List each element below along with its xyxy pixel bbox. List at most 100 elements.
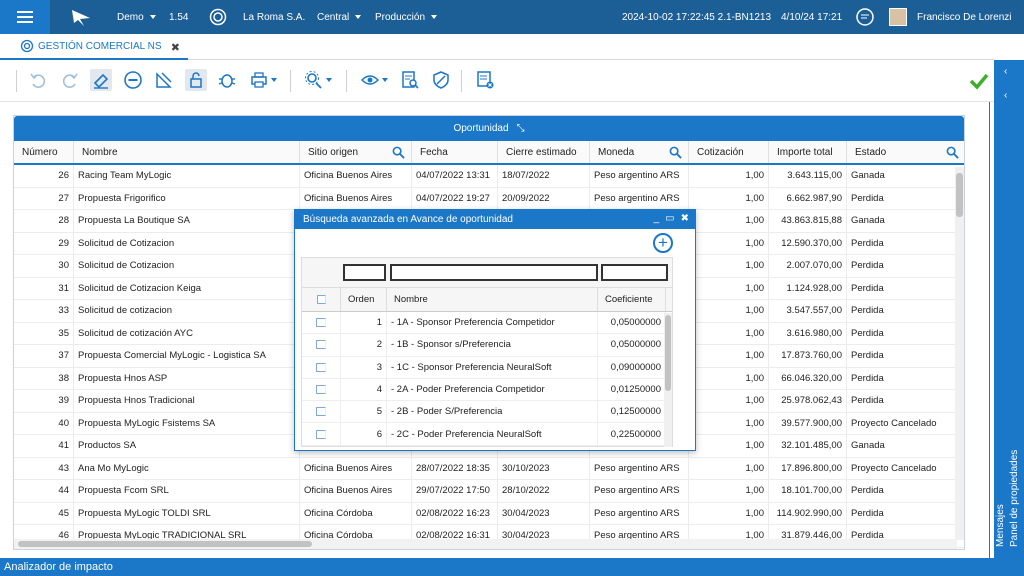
maximize-icon[interactable]: ▭ [665, 213, 675, 224]
row-checkbox[interactable] [316, 340, 326, 350]
table-row[interactable]: 44 Propuesta Fcom SRL Oficina Buenos Aires… [14, 480, 964, 503]
column-header[interactable]: Nombre [74, 141, 300, 163]
row-checkbox[interactable] [316, 407, 326, 417]
table-cell: Ganada [847, 210, 964, 232]
table-row[interactable]: 43 Ana Mo MyLogic Oficina Buenos Aires 28/0… [14, 457, 964, 480]
column-header-coeficiente[interactable]: Coeficiente [598, 288, 666, 311]
column-header-nombre[interactable]: Nombre [387, 288, 598, 311]
list-item[interactable]: 1- 1A - Sponsor Preferencia Competidor 0,… [302, 312, 672, 335]
table-cell: Propuesta MyLogic Fsistems SA [74, 412, 300, 434]
table-cell: 28/10/2022 [498, 480, 590, 502]
properties-panel-tab[interactable]: Panel de propiedades [1009, 449, 1020, 547]
toolbar-divider [461, 70, 462, 92]
column-header-orden[interactable]: Orden [341, 288, 387, 311]
messages-panel-tab[interactable]: Mensajes [995, 504, 1006, 547]
avatar[interactable] [889, 0, 907, 34]
row-checkbox[interactable] [316, 385, 326, 395]
column-header[interactable]: Moneda [590, 141, 689, 163]
table-cell: Perdida [847, 300, 964, 322]
collapse-icon[interactable]: ⤡ [516, 123, 525, 134]
user-photo [889, 8, 907, 26]
table-cell: 1,00 [689, 345, 769, 367]
grid-header: Número Nombre Sitio origen Fecha Cierre esti… [14, 141, 964, 165]
impact-analyzer-bar[interactable]: Analizador de impacto [0, 558, 1024, 576]
table-row[interactable]: 45 Propuesta MyLogic TOLDI SRL Oficina Cór… [14, 502, 964, 525]
list-item[interactable]: 2- 1B - Sponsor s/Preferencia 0,05000000 [302, 334, 672, 357]
environment-selector[interactable]: Demo [117, 0, 156, 34]
branch-selector[interactable]: Central [317, 0, 362, 34]
column-header[interactable]: Sitio origen [300, 141, 412, 163]
check-icon[interactable] [968, 70, 990, 92]
close-tab-icon[interactable]: ✖ [170, 42, 180, 54]
table-cell: Propuesta Hnos Tradicional [74, 390, 300, 412]
table-cell: Ana Mo MyLogic [74, 457, 300, 479]
table-cell: Racing Team MyLogic [74, 165, 300, 187]
print-button[interactable] [247, 69, 279, 91]
list-cell: 3 [341, 356, 387, 378]
table-cell: 28 [14, 210, 74, 232]
search-icon[interactable] [669, 146, 682, 159]
redo-button[interactable] [59, 69, 81, 91]
tab-gestion-comercial[interactable]: GESTIÓN COMERCIAL NS ✖ [0, 34, 188, 60]
dialog-vertical-scrollbar[interactable] [664, 313, 672, 447]
chevron-left-icon[interactable]: ‹ [1004, 66, 1008, 77]
select-all-checkbox[interactable] [316, 295, 326, 304]
column-header[interactable]: Estado [847, 141, 964, 163]
company-name[interactable]: La Roma S.A. [243, 11, 306, 23]
table-cell: Oficina Buenos Aires [300, 480, 412, 502]
hamburger-menu-button[interactable] [0, 0, 50, 34]
list-cell: 1 [341, 312, 387, 334]
search-icon[interactable] [946, 146, 959, 159]
scroll-thumb[interactable] [665, 315, 671, 391]
chevron-left-icon[interactable]: ‹ [1004, 90, 1008, 101]
scroll-thumb[interactable] [956, 173, 963, 217]
view-button[interactable] [358, 69, 390, 91]
list-item[interactable]: 4- 2A - Poder Preferencia Competidor 0,01… [302, 378, 672, 402]
list-clear-button[interactable] [474, 69, 496, 91]
mode-selector[interactable]: Producción [375, 0, 438, 34]
remove-button[interactable] [122, 69, 144, 91]
column-header[interactable]: Importe total [769, 141, 847, 163]
list-item[interactable]: 6- 2C - Poder Preferencia NeuralSoft 0,22… [302, 423, 672, 446]
chevron-down-icon [355, 15, 362, 19]
search-icon[interactable] [392, 146, 405, 159]
debug-button[interactable] [216, 69, 238, 91]
table-cell: Peso argentino ARS [590, 525, 689, 547]
column-header[interactable]: Número [14, 141, 74, 163]
security-button[interactable] [430, 69, 452, 91]
table-row[interactable]: 26 Racing Team MyLogic Oficina Buenos Aire… [14, 165, 964, 188]
table-cell: 1,00 [689, 457, 769, 479]
row-checkbox[interactable] [316, 362, 326, 372]
grid-vertical-scrollbar[interactable] [955, 167, 964, 540]
edit-button[interactable] [90, 69, 112, 91]
list-cell: 4 [341, 378, 387, 401]
list-item[interactable]: 3- 1C - Sponsor Preferencia NeuralSoft 0,… [302, 356, 672, 379]
minimize-icon[interactable]: _ [653, 213, 660, 224]
row-checkbox[interactable] [316, 318, 326, 328]
design-button[interactable] [153, 69, 175, 91]
undo-button[interactable] [27, 69, 49, 91]
user-name[interactable]: Francisco De Lorenzi [917, 11, 1012, 23]
chat-button[interactable] [855, 0, 875, 34]
column-header[interactable]: Fecha [412, 141, 498, 163]
settings-search-button[interactable] [302, 69, 334, 91]
row-checkbox[interactable] [316, 429, 326, 439]
report-search-button[interactable] [399, 69, 421, 91]
table-cell: 29 [14, 232, 74, 254]
table-cell: 37 [14, 345, 74, 367]
add-icon[interactable]: + [653, 233, 673, 253]
grid-horizontal-scrollbar[interactable] [14, 539, 957, 549]
list-item[interactable]: 5- 2B - Poder S/Preferencia 0,12500000 [302, 401, 672, 424]
eraser-icon [93, 73, 109, 89]
column-header[interactable]: Cierre estimado [498, 141, 590, 163]
scroll-thumb[interactable] [18, 541, 312, 547]
table-row[interactable]: 27 Propuesta Frigorifico Oficina Buenos Ai… [14, 187, 964, 210]
close-icon[interactable]: ✖ [680, 213, 689, 224]
lock-button[interactable] [185, 69, 207, 91]
table-cell: 35 [14, 322, 74, 344]
column-header[interactable]: Cotización [689, 141, 769, 163]
filter-coeficiente-input[interactable] [601, 264, 668, 281]
column-header-label: Importe total [777, 146, 833, 158]
filter-nombre-input[interactable] [390, 264, 598, 281]
filter-orden-input[interactable] [343, 264, 386, 281]
